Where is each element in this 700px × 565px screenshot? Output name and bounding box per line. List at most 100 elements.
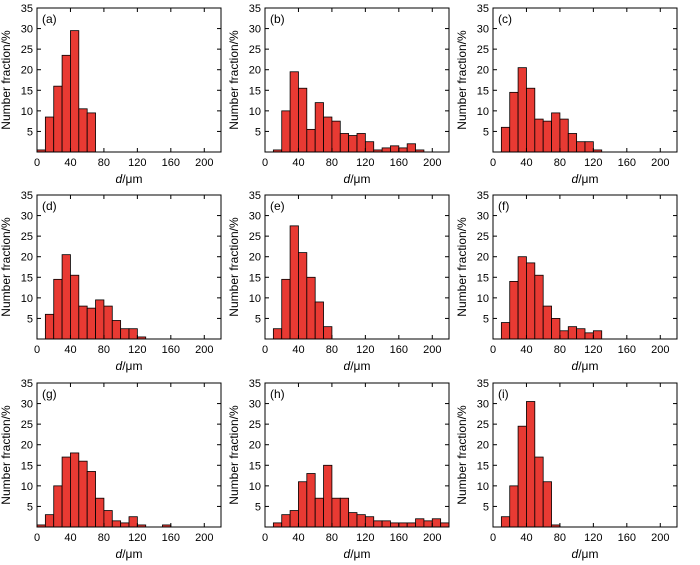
x-tick-label: 40 — [292, 532, 304, 544]
histogram-bar — [78, 460, 88, 528]
y-tick-label: 5 — [255, 501, 261, 513]
y-tick-label: 30 — [477, 24, 489, 36]
histogram-bar — [128, 328, 138, 340]
y-tick-label: 25 — [477, 419, 489, 431]
histogram-bar — [509, 280, 519, 340]
x-tick-label: 0 — [262, 532, 268, 544]
y-tick-label: 5 — [483, 126, 489, 138]
histogram-bar — [61, 456, 71, 528]
panel-d: 0 40 80 120 160 200 5 10 15 20 25 30 35 (d) d/μm Number… — [0, 190, 222, 373]
x-tick-label: 0 — [34, 157, 40, 169]
histogram-bar — [526, 262, 536, 340]
histogram-bar — [390, 522, 400, 528]
x-axis-label-symbol: d — [344, 547, 351, 561]
x-tick-label: 120 — [128, 157, 146, 169]
histogram-bar — [86, 471, 96, 528]
histogram-bar — [584, 332, 594, 340]
histogram-bar — [95, 497, 105, 528]
y-tick-label: 10 — [477, 481, 489, 493]
histogram-bar — [517, 67, 527, 153]
y-tick-label: 5 — [255, 126, 261, 138]
panel-g: 0 40 80 120 160 200 5 10 15 20 25 30 35 (g) d/μm Number… — [0, 378, 222, 561]
x-tick-label: 80 — [554, 344, 566, 356]
y-tick-label: 35 — [477, 378, 489, 390]
histogram-bar — [559, 330, 569, 340]
y-tick-label: 35 — [477, 190, 489, 202]
x-tick-label: 200 — [423, 532, 441, 544]
panel-i: 0 40 80 120 160 200 5 10 15 20 25 30 35 (i) d/μm Number… — [455, 378, 678, 561]
x-tick-label: 40 — [520, 157, 532, 169]
panel-label: (c) — [498, 12, 512, 26]
y-axis-label: Number fraction/% — [0, 217, 13, 317]
y-tick-label: 20 — [249, 65, 261, 77]
histogram-bar — [298, 481, 308, 528]
y-axis-label: Number fraction/% — [227, 30, 241, 130]
x-axis-label-unit: /μm — [350, 359, 370, 373]
y-tick-label: 20 — [477, 252, 489, 264]
plot-frame — [36, 382, 222, 528]
x-axis-label-symbol: d — [344, 172, 351, 186]
histogram-bar — [398, 522, 408, 528]
panel-i-bars — [500, 401, 561, 528]
panel-e-bars — [272, 225, 333, 340]
y-tick-label: 35 — [249, 378, 261, 390]
histogram-bar — [272, 522, 283, 528]
histogram-bar — [592, 330, 603, 340]
x-tick-label: 0 — [490, 532, 496, 544]
y-tick-label: 20 — [21, 65, 33, 77]
y-tick-label: 15 — [249, 85, 261, 97]
x-tick-label: 120 — [128, 344, 146, 356]
x-tick-label: 200 — [651, 532, 669, 544]
histogram-bar — [281, 110, 291, 153]
panel-a-bars — [36, 30, 96, 153]
histogram-bar — [517, 425, 527, 528]
histogram-bar — [289, 225, 299, 340]
y-tick-label: 15 — [21, 272, 33, 284]
histogram-bar — [576, 141, 586, 153]
histogram-bar — [431, 518, 442, 528]
x-axis-label: d/μm — [344, 359, 371, 373]
x-tick-label: 80 — [326, 344, 338, 356]
plot-frame — [264, 382, 450, 528]
x-tick-label: 120 — [356, 532, 374, 544]
x-tick-label: 160 — [162, 532, 180, 544]
plot-frame — [36, 194, 222, 340]
histogram-bar — [567, 133, 578, 153]
y-tick-label: 15 — [477, 272, 489, 284]
histogram-bar — [323, 464, 333, 528]
histogram-bar — [406, 143, 416, 153]
histogram-bar — [281, 278, 291, 340]
y-tick-label: 35 — [21, 190, 33, 202]
histogram-bar — [70, 274, 80, 340]
y-tick-label: 5 — [27, 126, 33, 138]
y-tick-label: 30 — [21, 211, 33, 223]
histogram-bar — [364, 516, 375, 528]
x-tick-label: 200 — [195, 157, 213, 169]
y-axis-label: Number fraction/% — [227, 405, 241, 505]
y-tick-label: 15 — [21, 85, 33, 97]
y-tick-label: 20 — [477, 65, 489, 77]
y-tick-label: 10 — [21, 106, 33, 118]
panel-label: (i) — [498, 387, 509, 401]
x-tick-label: 120 — [356, 344, 374, 356]
plot-frame — [492, 194, 678, 340]
x-tick-label: 80 — [98, 344, 110, 356]
histogram-bar — [323, 116, 333, 153]
histogram-bar — [53, 278, 63, 340]
y-tick-label: 30 — [21, 399, 33, 411]
histogram-bar — [542, 120, 552, 153]
x-tick-label: 40 — [520, 532, 532, 544]
y-tick-label: 30 — [477, 399, 489, 411]
y-tick-label: 35 — [249, 3, 261, 15]
panel-label: (d) — [42, 199, 57, 213]
y-tick-label: 20 — [21, 252, 33, 264]
x-axis-label-unit: /μm — [122, 359, 142, 373]
x-tick-label: 160 — [618, 157, 636, 169]
x-tick-label: 0 — [34, 532, 40, 544]
y-tick-label: 25 — [21, 231, 33, 243]
y-tick-label: 5 — [255, 313, 261, 325]
x-axis-label: d/μm — [344, 172, 371, 186]
panel-label: (b) — [270, 12, 285, 26]
y-tick-label: 15 — [21, 460, 33, 472]
x-tick-label: 40 — [292, 157, 304, 169]
